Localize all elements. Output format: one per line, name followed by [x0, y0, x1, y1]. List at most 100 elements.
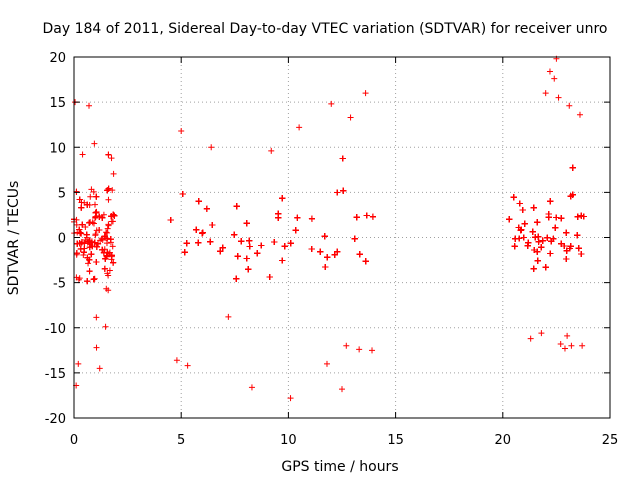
data-point [254, 250, 261, 257]
data-point [104, 229, 111, 236]
data-point [321, 233, 328, 240]
data-point [195, 198, 202, 205]
data-point [363, 212, 370, 219]
data-point [100, 211, 107, 218]
data-point [93, 193, 100, 200]
data-point [91, 275, 98, 282]
data-point [103, 229, 110, 236]
data-point [275, 210, 282, 217]
data-point [81, 240, 88, 247]
data-point [339, 155, 346, 162]
data-point [266, 273, 273, 280]
data-point [80, 251, 87, 258]
data-point [179, 190, 186, 197]
data-point [246, 243, 253, 250]
data-point [245, 266, 252, 273]
data-point [74, 240, 81, 247]
data-point [101, 265, 108, 272]
data-point [85, 260, 92, 267]
data-point [86, 268, 93, 275]
data-point [362, 258, 369, 265]
data-point [104, 187, 111, 194]
data-point [92, 209, 99, 216]
data-point [81, 245, 88, 252]
data-point [104, 249, 111, 256]
data-point [340, 187, 347, 194]
data-point [92, 214, 99, 221]
data-point [78, 199, 85, 206]
data-point [199, 229, 206, 236]
data-point [91, 201, 98, 208]
data-point [287, 240, 294, 247]
data-point [107, 236, 114, 243]
data-point [181, 249, 188, 256]
data-point [219, 244, 226, 251]
data-point [234, 253, 241, 260]
data-point [79, 221, 86, 228]
data-point [233, 275, 240, 282]
data-point [87, 219, 94, 226]
data-point [243, 220, 250, 227]
data-point [102, 255, 109, 262]
data-point [101, 233, 108, 240]
data-point [356, 251, 363, 258]
data-point [77, 230, 84, 237]
data-point [334, 189, 341, 196]
data-point [108, 252, 115, 259]
data-point [351, 235, 358, 242]
data-point [78, 204, 85, 211]
data-point [86, 219, 93, 226]
data-point [110, 170, 117, 177]
data-point [369, 213, 376, 220]
data-point [317, 248, 324, 255]
data-point [279, 195, 286, 202]
data-point [73, 250, 80, 257]
data-point [104, 270, 111, 277]
data-point [195, 239, 202, 246]
data-point [105, 221, 112, 228]
data-point [93, 258, 100, 265]
data-point [92, 231, 99, 238]
data-point [183, 240, 190, 247]
data-point [84, 201, 91, 208]
data-point [233, 203, 240, 210]
data-point [85, 238, 92, 245]
data-point [231, 231, 238, 238]
data-point [246, 237, 253, 244]
chart-title: Day 184 of 2011, Sidereal Day-to-day VTE… [43, 21, 608, 37]
data-point [258, 242, 265, 249]
data-point [78, 239, 85, 246]
data-point [93, 208, 100, 215]
data-point [281, 243, 288, 250]
data-point [88, 251, 95, 258]
data-point [324, 254, 331, 261]
data-point [93, 314, 100, 321]
data-point [207, 238, 214, 245]
data-point [110, 211, 117, 218]
data-point [193, 226, 200, 233]
grid-lines [74, 57, 610, 418]
data-point [104, 225, 111, 232]
data-point [90, 220, 97, 227]
data-point [271, 238, 278, 245]
data-point [108, 218, 115, 225]
data-point [322, 264, 329, 271]
data-point [294, 214, 301, 221]
data-point [76, 275, 83, 282]
data-point [334, 248, 341, 255]
data-point [105, 287, 112, 294]
data-point [73, 221, 80, 228]
data-point [76, 196, 83, 203]
data-point [99, 214, 106, 221]
data-point [93, 243, 100, 250]
data-point [105, 151, 112, 158]
data-point [106, 267, 113, 274]
data-point [76, 226, 83, 233]
data-point [209, 222, 216, 229]
data-point [101, 246, 108, 253]
data-points [71, 55, 587, 402]
data-point [167, 217, 174, 224]
data-point [84, 254, 91, 261]
data-point [243, 255, 250, 262]
